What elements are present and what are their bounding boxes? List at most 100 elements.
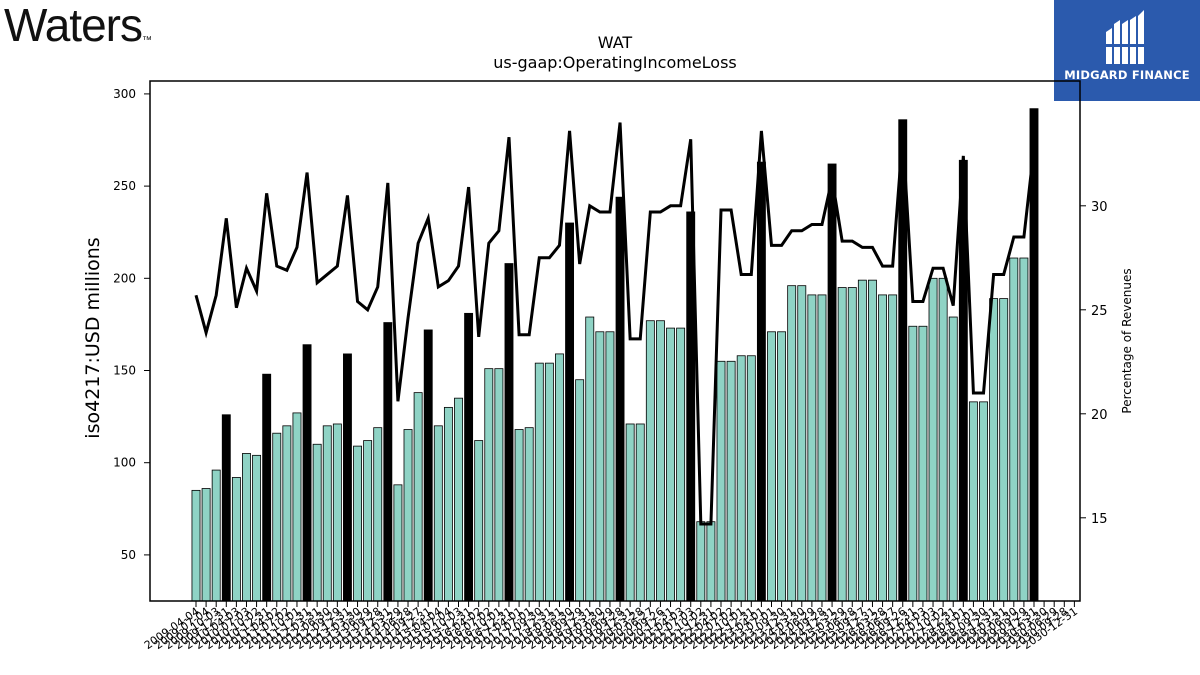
annual-bar [302,344,312,602]
y-tick-label: 100 [113,456,136,470]
quarterly-bar [1019,257,1029,602]
quarterly-bar [332,423,342,602]
percentage-line [194,122,1036,526]
annual-bar [756,161,766,602]
quarterly-bar [605,331,615,602]
y-axis-right: 15 20 25 30 [1080,200,1108,527]
annual-bar [615,196,625,602]
y-tick-label: 50 [121,548,136,562]
quarterly-bar [645,320,655,602]
quarterly-bar [868,279,877,602]
quarterly-bar [938,277,948,602]
quarterly-bar [363,440,373,602]
quarterly-bar [878,294,888,602]
bars-layer [191,108,1039,602]
quarterly-bar [706,521,716,602]
quarterly-bar [908,325,918,602]
quarterly-bar [413,392,423,602]
midgard-finance-logo: MIDGARD FINANCE [1054,0,1200,101]
plot-frame [149,80,1081,602]
y-axis-label-left: iso4217:USD millions [82,237,104,438]
quarterly-bar [989,298,999,602]
quarterly-bar [767,331,776,602]
annual-bar [383,322,393,602]
annual-bar [262,373,272,602]
y-tick-label: 300 [113,87,136,101]
quarterly-bar [797,285,807,602]
quarterly-bar [201,488,211,602]
quarterly-bar [625,423,635,602]
y2-tick-label: 15 [1091,512,1108,527]
quarterly-bar [544,362,554,602]
quarterly-bar [656,320,665,602]
quarterly-bar [999,298,1009,602]
quarterly-bar [676,327,686,602]
y-tick-label: 200 [113,271,136,285]
quarterly-bar [252,454,262,602]
chart-title: WAT [598,33,633,52]
quarterly-bar [514,429,524,602]
y-tick-label: 150 [113,364,136,378]
midgard-emblem-icon [1104,10,1148,64]
quarterly-bar [454,397,463,602]
quarterly-bar [433,425,443,602]
quarterly-bar [443,406,453,602]
quarterly-bar [555,353,564,602]
quarterly-bar [534,362,544,602]
quarterly-bar [979,401,988,602]
waters-logo: Waters™ [4,0,152,51]
annual-bar [464,312,474,602]
quarterly-bar [494,368,504,602]
quarterly-bar [787,285,797,602]
quarterly-bar [847,287,857,602]
y-tick-label: 250 [113,179,136,193]
quarterly-bar [242,453,251,602]
quarterly-bar [746,355,756,602]
chart-subtitle: us-gaap:OperatingIncomeLoss [493,53,737,72]
annual-bar [827,163,837,602]
annual-bar [504,263,514,602]
quarterly-bar [403,429,413,602]
quarterly-bar [807,294,817,602]
line-layer [194,122,1036,526]
quarterly-bar [736,355,746,602]
quarterly-bar [635,423,645,602]
midgard-finance-text: MIDGARD FINANCE [1064,68,1190,82]
quarterly-bar [716,360,726,602]
quarterly-bar [191,489,201,602]
quarterly-bar [857,279,867,602]
quarterly-bar [575,379,585,602]
quarterly-bar [948,316,958,602]
quarterly-bar [1009,257,1019,602]
quarterly-bar [918,325,928,602]
annual-bar [221,414,231,602]
quarterly-bar [272,432,282,602]
y2-tick-label: 20 [1091,408,1108,423]
quarterly-bar [585,316,595,602]
y-axis-label-right: Percentage of Revenues [1120,268,1134,413]
quarterly-bar [524,427,534,602]
quarterly-bar [595,331,605,602]
quarterly-bar [282,425,292,602]
quarterly-bar [837,287,847,602]
quarterly-bar [474,440,484,602]
quarterly-bar [888,294,898,602]
quarterly-bar [373,427,383,602]
annual-bar [423,329,433,602]
quarterly-bar [393,484,403,602]
quarterly-bar [666,327,675,602]
quarterly-bar [726,360,736,602]
quarterly-bar [696,521,706,602]
y2-tick-label: 30 [1091,200,1108,215]
y2-tick-label: 25 [1091,304,1108,319]
x-axis: 2009-04-042009-07-042009-10-032009-12-31… [142,601,1080,652]
quarterly-bar [231,477,241,602]
quarterly-bar [312,443,322,602]
quarterly-bar [777,331,787,602]
quarterly-bar [292,412,302,602]
quarterly-bar [928,277,938,602]
quarterly-bar [817,294,827,602]
y-axis-left: 50 100 150 200 250 300 [113,87,150,562]
quarterly-bar [353,445,362,602]
